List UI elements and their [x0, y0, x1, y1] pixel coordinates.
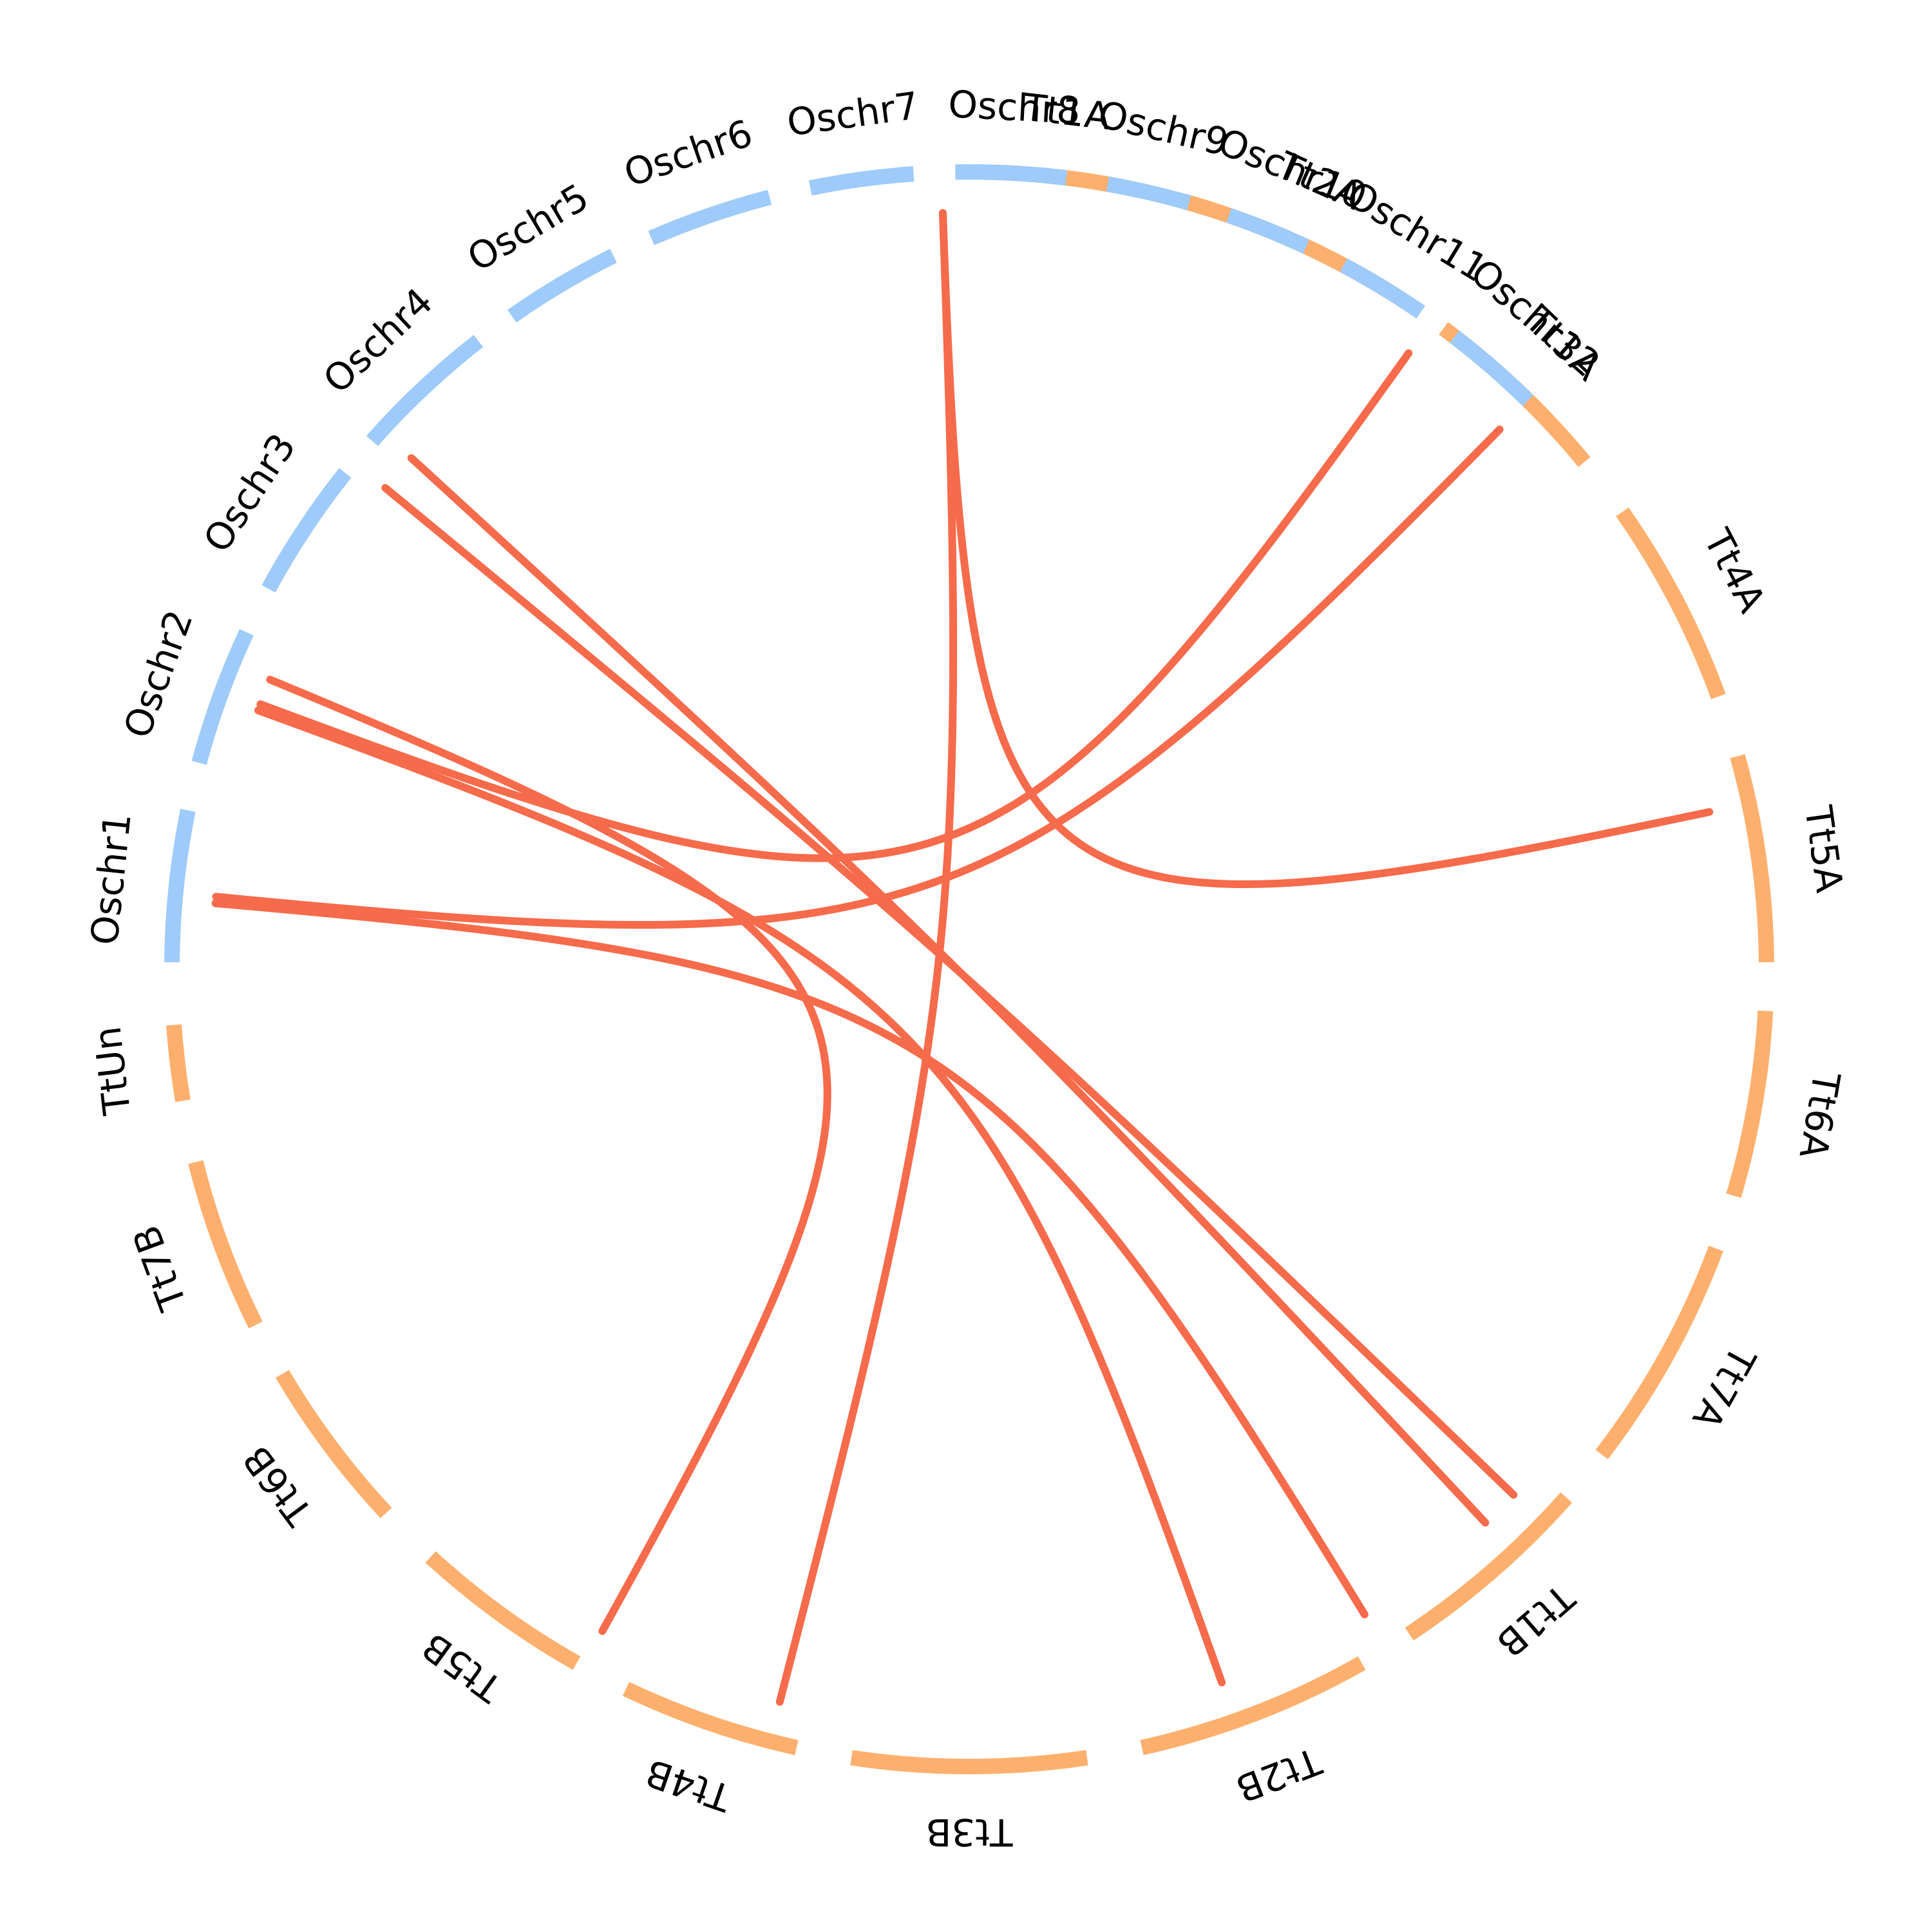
- segment-tt2b: [1140, 1656, 1366, 1756]
- segment-label-tt5a: Tt5A: [1796, 802, 1852, 895]
- segment-oschr5: [507, 249, 617, 323]
- segment-label-oschr9: Oschr9: [1094, 92, 1233, 164]
- segment-oschr3: [261, 468, 352, 593]
- segment-label-tt4b: Tt4B: [640, 1750, 737, 1821]
- segment-label-tt1a: Tt1A: [1021, 85, 1113, 138]
- link-oschr1-tt3a: [212, 425, 1504, 929]
- segment-oschr6: [648, 189, 772, 245]
- segment-oschr2: [191, 629, 254, 765]
- segment-tt5b: [425, 1551, 581, 1670]
- segment-label-oschr2: Oschr2: [115, 605, 202, 744]
- segment-tt5a: [1730, 753, 1774, 963]
- segment-label-tt4a: Tt4A: [1695, 522, 1774, 620]
- segment-label-oschr1: Oschr1: [82, 811, 140, 947]
- segment-label-oschr6: Oschr6: [619, 111, 758, 195]
- segment-tt7b: [188, 1160, 263, 1329]
- segment-tt3b: [850, 1750, 1088, 1774]
- segment-oschr7: [808, 166, 914, 196]
- segment-tt4a: [1616, 507, 1726, 699]
- segment-label-oschr3: Oschr3: [195, 426, 305, 560]
- segment-label-tt1b: Tt1B: [1488, 1575, 1583, 1665]
- link-oschr2-tt3b: [254, 706, 1226, 1687]
- segment-oschr8: [955, 164, 1068, 186]
- segment-oschr10: [1226, 208, 1310, 254]
- segment-tt6b: [275, 1370, 392, 1519]
- segment-label-tt7b: Tt7B: [124, 1220, 196, 1317]
- segment-oschr9: [1106, 176, 1191, 211]
- segment-tt6a: [1726, 1010, 1774, 1198]
- segment-oschr12: [1450, 330, 1534, 406]
- segment-label-oschr7: Oschr7: [784, 84, 922, 145]
- segment-oschr11: [1340, 258, 1425, 319]
- labels-layer: Tt1ATt2ATt3ATt4ATt5ATt6ATt7ATt1BTt2BTt3B…: [82, 82, 1852, 1854]
- segment-tt1b: [1405, 1492, 1573, 1641]
- segment-label-tt5b: Tt5B: [414, 1624, 511, 1711]
- segment-label-tt2b: Tt2B: [1230, 1739, 1327, 1811]
- segment-oschr1: [164, 808, 196, 963]
- segments-layer: [164, 164, 1774, 1774]
- link-oschr2-tt6b: [266, 676, 831, 1635]
- link-oschr1-tt3b: [211, 899, 1368, 1618]
- link-oschr2-tt3a: [256, 349, 1413, 862]
- segment-tt4b: [622, 1681, 799, 1756]
- segment-label-tt6b: Tt6B: [234, 1437, 322, 1534]
- segment-ttun: [166, 1024, 191, 1103]
- segment-label-tt3b: Tt3B: [926, 1810, 1014, 1854]
- link-oschr12-tt5a: [939, 209, 1714, 888]
- link-oschr12-tt5b: [775, 209, 958, 1706]
- segment-label-oschr8: Oschr8: [947, 82, 1082, 133]
- segment-label-ttun: TtUn: [85, 1024, 139, 1117]
- segment-label-oschr5: Oschr5: [460, 175, 596, 280]
- segment-oschr4: [366, 334, 484, 446]
- segment-tt7a: [1595, 1245, 1723, 1459]
- segment-label-tt7a: Tt7A: [1683, 1338, 1764, 1436]
- segment-label-tt6a: Tt6A: [1791, 1068, 1849, 1162]
- links-layer: [211, 209, 1714, 1706]
- link-oschr4-tt2b: [407, 454, 1490, 1527]
